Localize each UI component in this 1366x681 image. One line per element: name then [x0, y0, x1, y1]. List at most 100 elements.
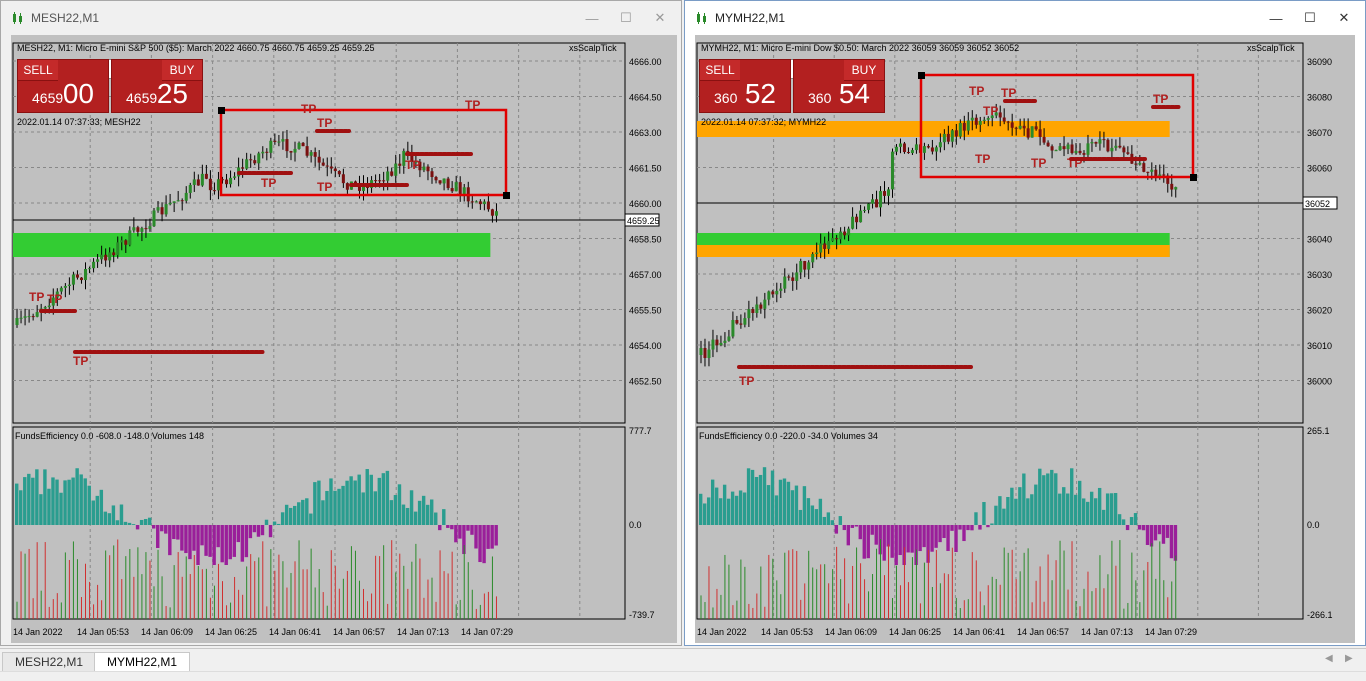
funds-bar [938, 525, 942, 543]
funds-bar [490, 525, 494, 549]
funds-bar [1105, 493, 1110, 525]
candle-body [164, 204, 168, 215]
candle-body [406, 150, 410, 152]
funds-bar [746, 468, 751, 525]
candle-body [494, 211, 498, 216]
funds-bar [962, 525, 966, 542]
funds-bar [268, 525, 273, 538]
candle-body [898, 143, 902, 147]
candle-body [751, 309, 755, 313]
funds-bar [244, 525, 249, 558]
funds-bar [325, 490, 329, 525]
close-button[interactable]: ✕ [1338, 10, 1350, 25]
tab-mesh22[interactable]: MESH22,M1 [2, 652, 97, 671]
funds-bar [248, 525, 253, 539]
title-bar[interactable]: MYMH22,M1 — ☐ ✕ [685, 1, 1365, 35]
funds-bar [1121, 519, 1126, 525]
candle-body [787, 276, 791, 278]
funds-bar [738, 490, 743, 525]
sell-button[interactable]: SELL 360 52 [699, 59, 791, 113]
candle-body [216, 179, 220, 191]
chart-area[interactable]: 3609036080360703606036050360403603036020… [695, 35, 1355, 643]
candle-body [398, 163, 402, 166]
time-axis-label: 14 Jan 05:53 [77, 627, 129, 637]
candle-body [1150, 169, 1154, 172]
candle-body [19, 317, 23, 319]
indicator-header: FundsEfficiency 0.0 -220.0 -34.0 Volumes… [699, 431, 878, 441]
price-chart[interactable]: 4666.00 4664.50 4663.00 4661.50 4660.00 4658.… [11, 35, 677, 643]
candle-body [707, 349, 711, 358]
scroll-right-icon[interactable]: ▶ [1345, 653, 1353, 664]
candle-body [926, 146, 930, 148]
funds-bar [317, 480, 321, 525]
price-tick-label: 4663.00 [629, 128, 662, 138]
window-title: MYMH22,M1 [715, 11, 786, 25]
minimize-button[interactable]: — [1269, 10, 1283, 26]
funds-bar [954, 525, 958, 553]
funds-bar [337, 488, 341, 525]
chart-area[interactable]: 4666.00 4664.50 4663.00 4661.50 4660.00 4658.… [11, 35, 677, 643]
candle-body [811, 254, 815, 263]
funds-bar [950, 525, 954, 531]
candle-body [341, 174, 345, 184]
candle-body [974, 117, 978, 125]
funds-bar [978, 525, 982, 530]
funds-bar [425, 504, 430, 525]
price-tick-label: 36090 [1307, 57, 1332, 67]
candle-body [1046, 142, 1050, 147]
candle-body [31, 316, 35, 318]
candle-body [887, 189, 890, 196]
scroll-left-icon[interactable]: ◀ [1325, 653, 1333, 664]
right-chart-window[interactable]: MYMH22,M1 — ☐ ✕ 36090 36080 36070 36060 3605… [684, 0, 1366, 646]
funds-bar [1058, 493, 1062, 525]
funds-bar [1066, 493, 1070, 525]
funds-bar [369, 474, 373, 525]
funds-bar [1145, 525, 1150, 545]
maximize-button[interactable]: ☐ [620, 10, 632, 25]
candle-body [225, 179, 229, 185]
candle-body [1094, 142, 1098, 144]
candle-body [470, 201, 474, 203]
maximize-button[interactable]: ☐ [1304, 10, 1316, 25]
candle-body [863, 209, 867, 211]
box-handle [503, 192, 510, 199]
candle-body [100, 254, 104, 260]
candle-body [1066, 144, 1070, 150]
candle-body [357, 183, 361, 191]
candle-body [233, 176, 237, 178]
price-tick-label: 4654.00 [629, 341, 662, 351]
candle-body [281, 139, 285, 142]
time-axis-label: 14 Jan 06:25 [205, 627, 257, 637]
funds-bar [706, 497, 711, 525]
minimize-button[interactable]: — [585, 10, 599, 26]
candle-body [715, 339, 719, 346]
time-axis-label: 14 Jan 06:09 [141, 627, 193, 637]
resistance-zone [697, 121, 1170, 137]
funds-bar [413, 511, 418, 525]
funds-bar [208, 525, 212, 557]
left-chart-window[interactable]: MESH22,M1 — ☐ ✕ 4666.00 4664.50 4663.00 466… [0, 0, 682, 646]
candle-body [486, 201, 490, 210]
candle-body [799, 261, 803, 273]
tab-mymh22[interactable]: MYMH22,M1 [94, 652, 191, 671]
buy-button[interactable]: BUY 4659 25 [111, 59, 203, 113]
funds-bar [345, 480, 349, 525]
funds-bar [1042, 475, 1046, 525]
candle-body [313, 152, 317, 157]
chart-candles-icon [11, 11, 25, 25]
candle-body [277, 141, 281, 143]
funds-bar [822, 516, 827, 525]
candle-body [184, 192, 188, 201]
buy-button[interactable]: BUY 360 54 [793, 59, 885, 113]
candle-body [867, 203, 871, 210]
candle-body [148, 226, 152, 230]
price-chart[interactable]: 3609036080360703606036050360403603036020… [695, 35, 1355, 643]
funds-bar [401, 504, 406, 525]
candle-body [192, 179, 196, 185]
candle-body [1086, 143, 1090, 155]
close-button[interactable]: ✕ [654, 10, 666, 25]
funds-bar [438, 525, 442, 531]
sell-button[interactable]: SELL 4659 00 [17, 59, 109, 113]
candle-body [819, 243, 823, 253]
title-bar[interactable]: MESH22,M1 — ☐ ✕ [1, 1, 681, 35]
